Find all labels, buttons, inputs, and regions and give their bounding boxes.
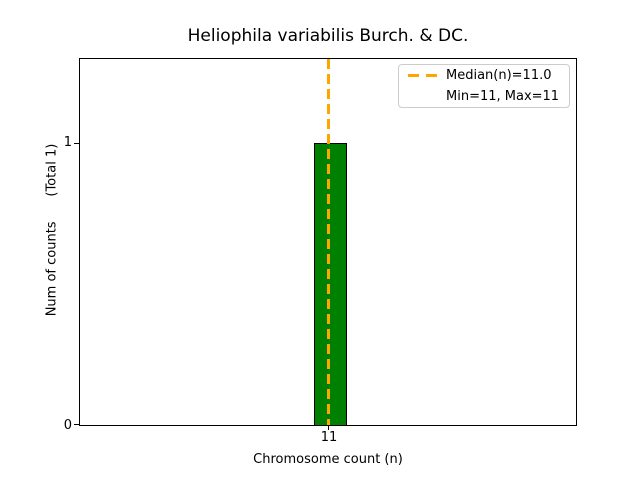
x-tick-label-11: 11 [320,430,338,445]
x-axis-label: Chromosome count (n) [253,452,403,467]
median-dashed-line-icon [408,74,438,77]
legend: Median(n)=11.0 Min=11, Max=11 [398,64,570,108]
median-line [327,59,330,425]
legend-label-median: Median(n)=11.0 [446,68,552,83]
chart-title: Heliophila variabilis Burch. & DC. [187,26,469,46]
x-axis-tick-11 [328,425,330,430]
plot-area: Median(n)=11.0 Min=11, Max=11 [74,58,577,430]
y-tick-label-1: 1 [63,135,72,150]
dash-icon [408,74,419,77]
y-tick-label-0: 0 [63,418,72,433]
dash-icon [426,74,437,77]
y-axis-label: Num of counts (Total 1) [44,143,60,317]
y-axis-tick-0 [74,423,79,425]
legend-label-minmax: Min=11, Max=11 [446,89,560,104]
legend-row-median: Median(n)=11.0 [408,65,569,86]
y-axis-tick-1 [74,143,79,145]
legend-row-minmax: Min=11, Max=11 [408,86,569,107]
histogram-bar [314,143,347,425]
